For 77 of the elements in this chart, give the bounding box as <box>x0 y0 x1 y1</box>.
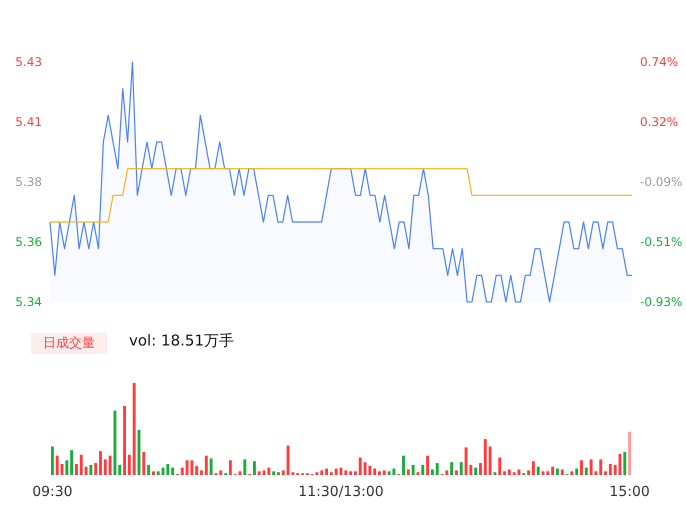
y-tick-label: 5.34 <box>15 295 42 309</box>
bar <box>503 471 506 475</box>
bar <box>479 463 482 475</box>
bar <box>474 468 478 475</box>
bar <box>113 410 116 475</box>
bar <box>450 462 454 475</box>
bar <box>388 471 391 475</box>
bar <box>286 446 290 475</box>
bar <box>426 456 430 475</box>
bar <box>364 462 366 475</box>
bar <box>604 471 607 475</box>
y-tick-label: 5.36 <box>15 235 42 249</box>
bar <box>200 470 203 475</box>
bar <box>267 468 270 475</box>
bar <box>340 468 342 475</box>
bar <box>252 461 256 475</box>
bar <box>84 466 88 475</box>
bar <box>378 471 381 475</box>
bar <box>210 458 213 475</box>
bar <box>75 464 78 475</box>
bar <box>99 451 102 475</box>
bar <box>152 471 155 475</box>
text: 日成交量 <box>43 335 95 351</box>
bar <box>277 472 280 475</box>
bar <box>454 470 458 475</box>
bar <box>291 472 294 475</box>
bar <box>204 456 208 475</box>
text: vol: 18.51万手 <box>129 332 234 350</box>
bar <box>628 432 632 475</box>
bar <box>406 469 410 475</box>
bar <box>518 469 520 475</box>
bar <box>186 460 189 475</box>
bar <box>412 464 415 475</box>
bar <box>542 471 544 475</box>
bar <box>493 472 496 475</box>
x-tick-label: 11:30/13:00 <box>298 484 384 500</box>
x-tick-label: 09:30 <box>32 484 73 500</box>
bar <box>445 470 448 475</box>
bar <box>190 460 194 475</box>
y2-tick-label: -0.51% <box>640 235 682 249</box>
y-tick-label: 5.38 <box>15 175 42 189</box>
y2-tick-label: -0.09% <box>640 175 682 189</box>
bar <box>469 464 472 475</box>
bar <box>325 468 328 475</box>
y2-tick-label: 0.32% <box>640 115 678 129</box>
bar <box>580 460 583 475</box>
bar <box>590 459 593 475</box>
bar <box>262 470 266 475</box>
bar <box>402 456 405 475</box>
bar <box>89 464 92 475</box>
bar <box>392 468 396 475</box>
bar <box>532 461 535 475</box>
bar <box>416 472 420 475</box>
bar <box>556 468 559 475</box>
bar <box>138 430 140 475</box>
bar <box>238 471 242 475</box>
y2-tick-label: 0.74% <box>640 55 678 69</box>
bar <box>60 464 64 475</box>
bar <box>50 446 54 475</box>
bar <box>570 471 574 475</box>
bar <box>147 464 150 475</box>
bar <box>316 472 318 475</box>
y-tick-label: 5.41 <box>15 115 42 129</box>
bar <box>488 446 492 475</box>
bar <box>272 471 276 475</box>
bar <box>162 468 164 475</box>
bar <box>527 470 530 475</box>
bar <box>618 454 622 475</box>
y2-tick-label: -0.93% <box>640 295 682 309</box>
bar <box>594 471 598 475</box>
bar <box>464 447 468 475</box>
bar <box>354 471 357 475</box>
x-tick-label: 15:00 <box>609 484 650 500</box>
bar <box>430 469 434 475</box>
y-tick-label: 5.43 <box>15 55 42 69</box>
bar <box>575 468 578 475</box>
bar <box>123 406 126 475</box>
